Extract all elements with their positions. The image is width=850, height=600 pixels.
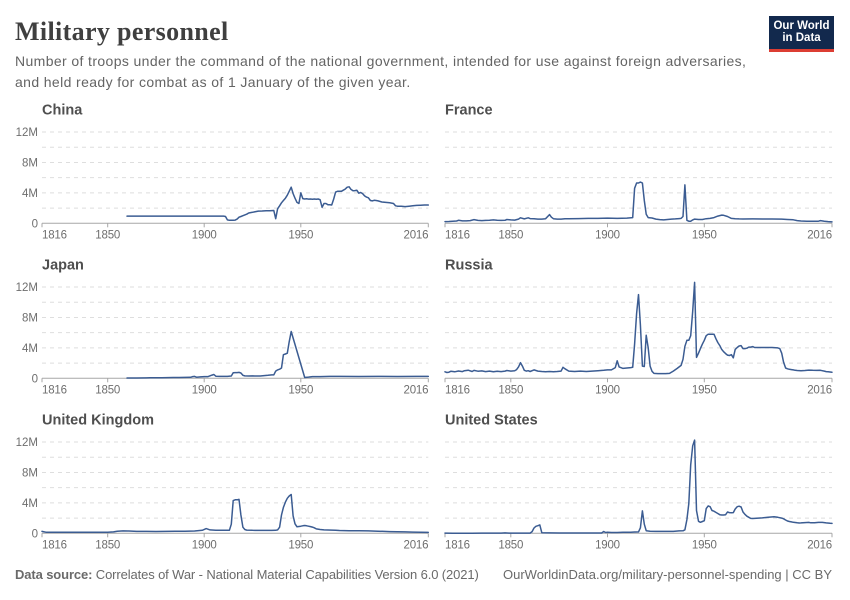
svg-text:1900: 1900 (595, 385, 620, 397)
svg-text:1816: 1816 (42, 230, 67, 242)
svg-text:4M: 4M (22, 188, 38, 200)
svg-text:United States: United States (445, 413, 538, 429)
svg-text:1850: 1850 (498, 230, 523, 242)
svg-text:8M: 8M (22, 313, 38, 325)
svg-text:0: 0 (32, 528, 38, 540)
svg-text:1950: 1950 (692, 385, 717, 397)
svg-text:8M: 8M (22, 468, 38, 480)
svg-text:1900: 1900 (192, 230, 217, 242)
svg-text:2016: 2016 (404, 230, 429, 242)
svg-text:0: 0 (32, 218, 38, 230)
svg-text:1816: 1816 (445, 540, 470, 552)
svg-text:2016: 2016 (807, 230, 832, 242)
svg-text:1850: 1850 (95, 230, 120, 242)
svg-text:1850: 1850 (95, 385, 120, 397)
svg-text:12M: 12M (16, 127, 38, 139)
svg-text:1816: 1816 (42, 385, 67, 397)
svg-text:4M: 4M (22, 343, 38, 355)
svg-text:2016: 2016 (404, 540, 429, 552)
svg-text:China: China (42, 103, 83, 119)
svg-text:1900: 1900 (595, 230, 620, 242)
svg-text:1816: 1816 (445, 230, 470, 242)
svg-text:2016: 2016 (807, 540, 832, 552)
svg-text:1900: 1900 (595, 540, 620, 552)
svg-text:12M: 12M (16, 437, 38, 449)
svg-text:1900: 1900 (192, 540, 217, 552)
svg-text:1950: 1950 (288, 385, 313, 397)
svg-text:2016: 2016 (807, 385, 832, 397)
svg-text:1950: 1950 (692, 540, 717, 552)
svg-text:United Kingdom: United Kingdom (42, 413, 154, 429)
svg-text:1816: 1816 (445, 385, 470, 397)
svg-text:Japan: Japan (42, 258, 84, 274)
svg-text:1850: 1850 (498, 540, 523, 552)
svg-text:12M: 12M (16, 282, 38, 294)
svg-text:1950: 1950 (692, 230, 717, 242)
svg-text:Russia: Russia (445, 258, 493, 274)
svg-text:1816: 1816 (42, 540, 67, 552)
svg-text:2016: 2016 (404, 385, 429, 397)
svg-text:1900: 1900 (192, 385, 217, 397)
svg-text:France: France (445, 103, 493, 119)
svg-text:1850: 1850 (95, 540, 120, 552)
svg-text:0: 0 (32, 373, 38, 385)
svg-text:1950: 1950 (288, 230, 313, 242)
svg-text:1850: 1850 (498, 385, 523, 397)
svg-text:8M: 8M (22, 158, 38, 170)
svg-text:1950: 1950 (288, 540, 313, 552)
svg-text:4M: 4M (22, 498, 38, 510)
